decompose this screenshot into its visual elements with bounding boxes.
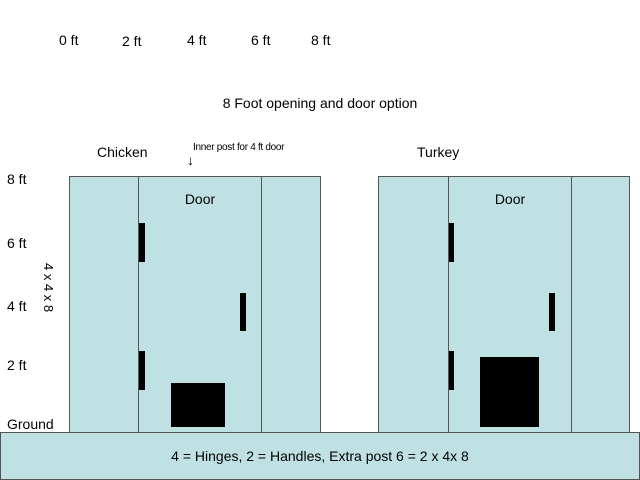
turkey-small-door — [480, 357, 539, 427]
turkey-handle — [549, 293, 555, 331]
turkey-label: Turkey — [417, 144, 460, 160]
chicken-hinge-upper — [139, 223, 145, 262]
turkey-door-label: Door — [494, 191, 526, 207]
chicken-door-label: Door — [184, 191, 216, 207]
inner-post-annotation: Inner post for 4 ft door — [193, 142, 285, 153]
height-label-2ft: 2 ft — [7, 357, 27, 373]
legend-text: 4 = Hinges, 2 = Handles, Extra post 6 = … — [171, 448, 469, 464]
turkey-door-left-post — [448, 177, 449, 433]
diagram-title: 8 Foot opening and door option — [222, 95, 418, 111]
annotation-arrow-icon: ↓ — [187, 152, 194, 168]
height-label-8ft: 8 ft — [7, 171, 27, 187]
legend-bar: 4 = Hinges, 2 = Handles, Extra post 6 = … — [0, 432, 640, 480]
scale-label-8: 8 ft — [311, 32, 331, 48]
chicken-handle — [240, 293, 246, 331]
chicken-label: Chicken — [97, 144, 148, 160]
height-label-4ft: 4 ft — [7, 298, 27, 314]
turkey-hinge-upper — [449, 223, 454, 262]
scale-label-6: 6 ft — [251, 32, 271, 48]
height-label-6ft: 6 ft — [7, 235, 27, 251]
chicken-door-left-post — [138, 177, 139, 433]
scale-label-2: 2 ft — [122, 33, 142, 49]
chicken-door-right-post — [261, 177, 262, 433]
chicken-hinge-lower — [139, 351, 145, 390]
turkey-door-right-post — [571, 177, 572, 433]
scale-label-4: 4 ft — [187, 32, 207, 48]
turkey-hinge-lower — [449, 351, 454, 390]
post-size-label: 4 x 4 x 8 — [41, 263, 56, 313]
scale-label-0: 0 ft — [59, 32, 79, 48]
height-label-ground: Ground — [7, 416, 54, 432]
chicken-small-door — [171, 383, 225, 427]
